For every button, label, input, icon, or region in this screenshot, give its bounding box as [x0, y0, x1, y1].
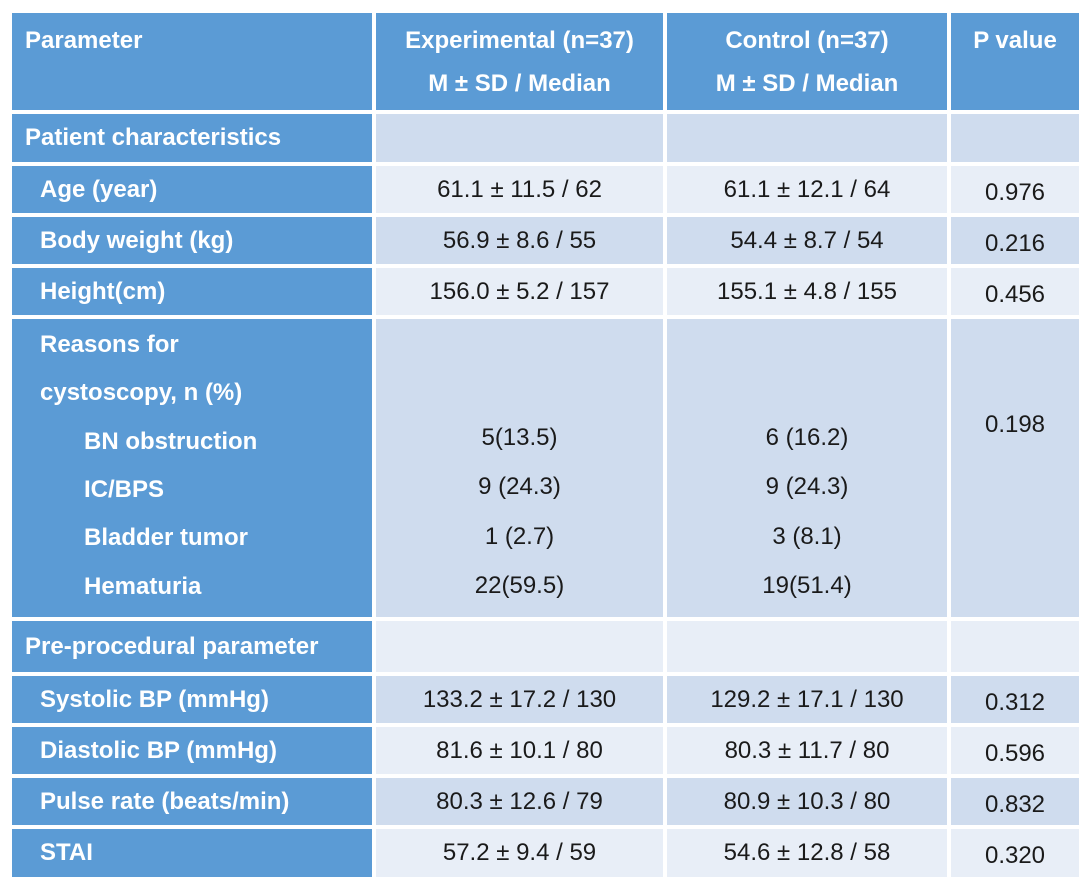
- row-label: Age (year): [40, 175, 158, 203]
- cell-experimental: 81.6 ± 10.1 / 80: [376, 727, 663, 774]
- row-label-body-weight: Body weight (kg): [12, 217, 372, 264]
- section-blank-cell: [951, 114, 1079, 162]
- cell-experimental-reasons: 5(13.5) 9 (24.3) 1 (2.7) 22(59.5): [376, 319, 663, 617]
- value: 0.832: [984, 790, 1046, 818]
- header-parameter-label: Parameter: [25, 27, 143, 54]
- row-label: Body weight (kg): [40, 226, 234, 254]
- value: 0.976: [984, 178, 1046, 206]
- cell-experimental: 61.1 ± 11.5 / 62: [376, 166, 663, 213]
- cell-experimental: 133.2 ± 17.2 / 130: [376, 676, 663, 723]
- value: 54.6 ± 12.8 / 58: [723, 839, 891, 866]
- reason-ctrl-bladder-tumor: 3 (8.1): [772, 522, 842, 550]
- cell-control: 54.4 ± 8.7 / 54: [667, 217, 947, 264]
- section-blank-cell: [667, 114, 947, 162]
- value: 156.0 ± 5.2 / 157: [429, 277, 610, 305]
- section-blank-cell: [376, 621, 663, 672]
- section-label: Pre-procedural parameter: [25, 632, 319, 660]
- cell-p-value: 0.596: [951, 727, 1079, 774]
- value: 61.1 ± 11.5 / 62: [437, 175, 602, 203]
- section-blank-cell: [667, 621, 947, 672]
- value: 80.3 ± 12.6 / 79: [436, 787, 603, 815]
- reason-ctrl-bn-obstruction: 6 (16.2): [765, 423, 849, 451]
- row-label-reasons: Reasons for cystoscopy, n (%) BN obstruc…: [12, 319, 372, 617]
- header-p-value: P value: [951, 13, 1079, 110]
- reasons-title-line2: cystoscopy, n (%): [40, 379, 243, 407]
- value: 0.596: [984, 739, 1046, 767]
- value: 0.216: [984, 229, 1046, 257]
- value: 0.198: [984, 411, 1046, 438]
- value: 81.6 ± 10.1 / 80: [436, 736, 603, 764]
- value: 61.1 ± 12.1 / 64: [723, 175, 891, 203]
- row-label: Diastolic BP (mmHg): [40, 736, 277, 764]
- header-experimental-title: Experimental (n=37): [405, 26, 634, 54]
- header-parameter: Parameter: [12, 13, 372, 110]
- value: 133.2 ± 17.2 / 130: [422, 685, 617, 713]
- section-pre-procedural: Pre-procedural parameter: [12, 621, 372, 672]
- reasons-title-line1: Reasons for: [40, 331, 179, 359]
- section-blank-cell: [951, 621, 1079, 672]
- reason-exp-bladder-tumor: 1 (2.7): [484, 522, 555, 550]
- row-label: Pulse rate (beats/min): [40, 787, 290, 815]
- section-patient-characteristics: Patient characteristics: [12, 114, 372, 162]
- row-label-systolic-bp: Systolic BP (mmHg): [12, 676, 372, 723]
- reason-ctrl-ic-bps: 9 (24.3): [765, 473, 849, 501]
- cell-p-value: 0.216: [951, 217, 1079, 264]
- cell-control: 80.3 ± 11.7 / 80: [667, 727, 947, 774]
- row-label: Systolic BP (mmHg): [40, 685, 269, 713]
- cell-p-value: 0.832: [951, 778, 1079, 825]
- row-label-stai: STAI: [12, 829, 372, 877]
- cell-control: 129.2 ± 17.1 / 130: [667, 676, 947, 723]
- cell-p-value-reasons: 0.198: [951, 319, 1079, 617]
- section-blank-cell: [376, 114, 663, 162]
- reason-exp-hematuria: 22(59.5): [474, 572, 565, 600]
- cell-control: 54.6 ± 12.8 / 58: [667, 829, 947, 877]
- value: 54.4 ± 8.7 / 54: [730, 226, 884, 254]
- value: 80.3 ± 11.7 / 80: [724, 736, 890, 764]
- cell-control: 80.9 ± 10.3 / 80: [667, 778, 947, 825]
- section-label: Patient characteristics: [25, 124, 282, 151]
- reason-label-bladder-tumor: Bladder tumor: [84, 524, 249, 552]
- cell-control: 155.1 ± 4.8 / 155: [667, 268, 947, 315]
- header-p-value-label: P value: [973, 27, 1057, 54]
- row-label: Height(cm): [40, 277, 166, 305]
- cell-experimental: 57.2 ± 9.4 / 59: [376, 829, 663, 877]
- value: 155.1 ± 4.8 / 155: [717, 277, 897, 305]
- header-control-title: Control (n=37): [725, 26, 889, 54]
- value: 80.9 ± 10.3 / 80: [723, 787, 891, 815]
- reason-label-ic-bps: IC/BPS: [84, 476, 165, 504]
- cell-experimental: 56.9 ± 8.6 / 55: [376, 217, 663, 264]
- reason-label-hematuria: Hematuria: [84, 572, 202, 600]
- value: 0.320: [984, 842, 1046, 869]
- cell-control-reasons: 6 (16.2) 9 (24.3) 3 (8.1) 19(51.4): [667, 319, 947, 617]
- row-label: STAI: [40, 839, 93, 866]
- cell-p-value: 0.320: [951, 829, 1079, 877]
- value: 56.9 ± 8.6 / 55: [442, 226, 597, 254]
- cell-control: 61.1 ± 12.1 / 64: [667, 166, 947, 213]
- header-experimental: Experimental (n=37) M ± SD / Median: [376, 13, 663, 110]
- value: 57.2 ± 9.4 / 59: [442, 839, 597, 866]
- reason-label-bn-obstruction: BN obstruction: [84, 427, 258, 455]
- header-control: Control (n=37) M ± SD / Median: [667, 13, 947, 110]
- cell-experimental: 156.0 ± 5.2 / 157: [376, 268, 663, 315]
- reason-ctrl-hematuria: 19(51.4): [762, 572, 852, 600]
- row-label-diastolic-bp: Diastolic BP (mmHg): [12, 727, 372, 774]
- value: 0.456: [984, 280, 1046, 308]
- cell-p-value: 0.312: [951, 676, 1079, 723]
- row-label-height: Height(cm): [12, 268, 372, 315]
- cell-p-value: 0.976: [951, 166, 1079, 213]
- cell-experimental: 80.3 ± 12.6 / 79: [376, 778, 663, 825]
- reason-exp-bn-obstruction: 5(13.5): [481, 423, 558, 451]
- row-label-pulse-rate: Pulse rate (beats/min): [12, 778, 372, 825]
- row-label-age: Age (year): [12, 166, 372, 213]
- cell-p-value: 0.456: [951, 268, 1079, 315]
- header-experimental-subtitle: M ± SD / Median: [428, 70, 611, 98]
- header-control-subtitle: M ± SD / Median: [715, 70, 899, 98]
- value: 129.2 ± 17.1 / 130: [710, 685, 904, 713]
- value: 0.312: [984, 688, 1046, 716]
- reason-exp-ic-bps: 9 (24.3): [478, 473, 561, 501]
